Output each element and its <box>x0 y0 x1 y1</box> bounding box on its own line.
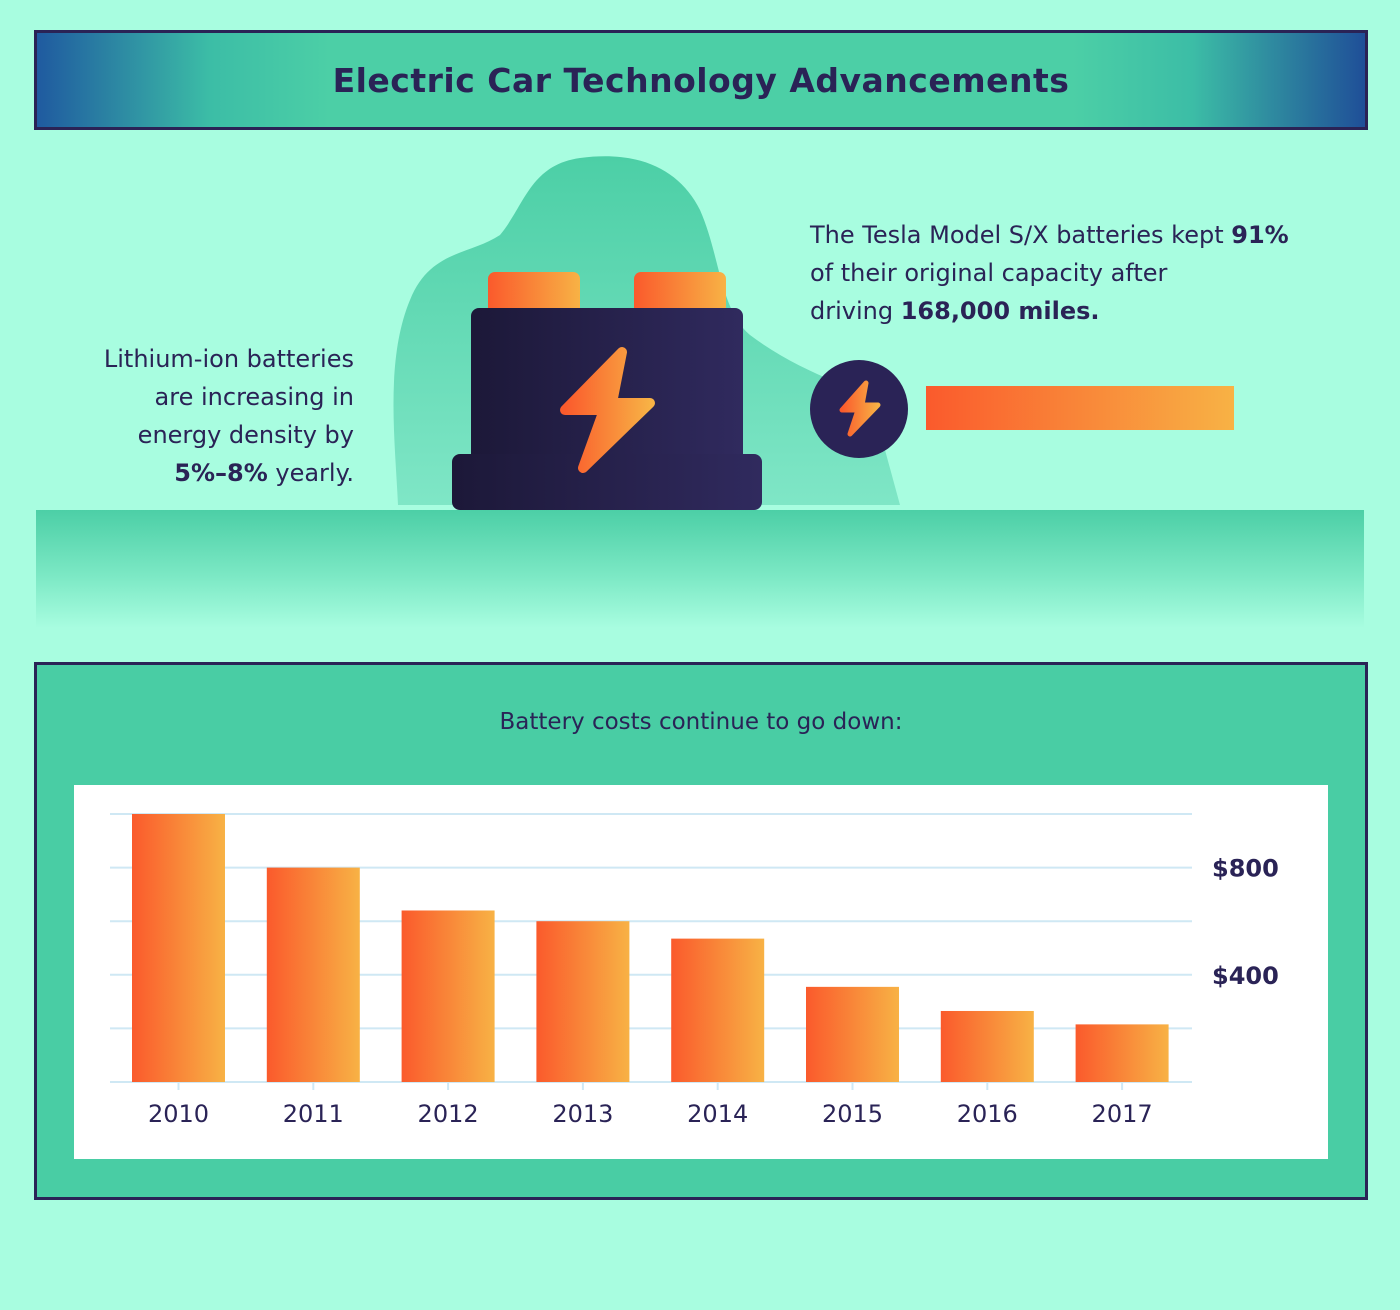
y-tick-label: $400 <box>1212 962 1279 990</box>
x-tick-label: 2013 <box>552 1100 613 1128</box>
capacity-bar <box>926 386 1234 430</box>
energy-density-fact: Lithium-ion batteries are increasing in … <box>60 340 354 492</box>
battery-cost-chart: 2010 2011 2012 2013 2014 2015 2016 2017 $400 $800 <box>110 813 1279 1128</box>
fact-line: driving 168,000 miles. <box>810 292 1370 330</box>
charge-badge-icon <box>810 360 908 458</box>
fact-prefix: The Tesla Model S/X batteries kept <box>810 221 1232 249</box>
density-highlight: 5%–8% <box>174 459 268 487</box>
x-tick-label: 2016 <box>957 1100 1018 1128</box>
fact-line: Lithium-ion batteries <box>103 345 354 373</box>
x-tick-label: 2014 <box>687 1100 748 1128</box>
x-tick-label: 2017 <box>1092 1100 1153 1128</box>
lightning-bolt-icon <box>560 347 655 473</box>
bar-2015 <box>806 986 899 1082</box>
fact-line: energy density by <box>137 421 354 449</box>
bar-2011 <box>266 867 360 1082</box>
x-tick-label: 2011 <box>283 1100 344 1128</box>
bar-2016 <box>940 1010 1034 1082</box>
fact-suffix: yearly. <box>267 459 354 487</box>
chart-card: 2010 2011 2012 2013 2014 2015 2016 2017 $400 $800 <box>74 785 1328 1159</box>
bar-2012 <box>401 910 495 1082</box>
battery-icon <box>452 272 762 510</box>
page-title: Electric Car Technology Advancements <box>332 60 1070 100</box>
miles-highlight: 168,000 miles. <box>900 297 1100 325</box>
fact-line: are increasing in <box>154 383 354 411</box>
ground-strip <box>36 510 1364 628</box>
fact-line: The Tesla Model S/X batteries kept 91% <box>810 216 1370 254</box>
x-tick-label: 2015 <box>822 1100 883 1128</box>
title-banner: Electric Car Technology Advancements <box>34 30 1368 130</box>
bar-2010 <box>132 814 225 1082</box>
fact-line: 5%–8% yearly. <box>60 454 354 492</box>
x-tick-label: 2010 <box>148 1100 209 1128</box>
chart-title: Battery costs continue to go down: <box>499 709 903 735</box>
fact-driving: driving <box>810 297 901 325</box>
battery-cost-panel: Battery costs continue to go down: 2010 2… <box>34 662 1368 1200</box>
y-tick-label: $800 <box>1212 855 1279 883</box>
x-tick-label: 2012 <box>418 1100 479 1128</box>
tesla-capacity-fact: The Tesla Model S/X batteries kept 91% o… <box>810 216 1370 330</box>
bar-2013 <box>536 921 630 1082</box>
battery-illustration <box>393 156 1234 510</box>
capacity-highlight: 91% <box>1231 221 1289 249</box>
fact-line: of their original capacity after <box>810 259 1168 287</box>
bar-2017 <box>1075 1024 1169 1082</box>
bar-2014 <box>671 938 765 1082</box>
